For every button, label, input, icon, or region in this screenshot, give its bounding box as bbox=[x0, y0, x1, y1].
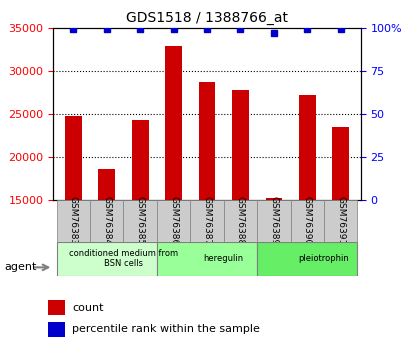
Text: GSM76391: GSM76391 bbox=[335, 196, 344, 245]
Bar bbox=[231, 90, 248, 200]
FancyBboxPatch shape bbox=[157, 200, 190, 242]
Text: percentile rank within the sample: percentile rank within the sample bbox=[72, 325, 260, 334]
Bar bbox=[298, 95, 315, 200]
Text: GSM76389: GSM76389 bbox=[269, 196, 278, 245]
FancyBboxPatch shape bbox=[56, 200, 90, 242]
Text: GSM76384: GSM76384 bbox=[102, 196, 111, 245]
Text: GSM76387: GSM76387 bbox=[202, 196, 211, 245]
FancyBboxPatch shape bbox=[323, 200, 357, 242]
Bar bbox=[48, 300, 65, 315]
FancyBboxPatch shape bbox=[90, 200, 123, 242]
Bar bbox=[265, 197, 281, 200]
FancyBboxPatch shape bbox=[256, 200, 290, 242]
Text: agent: agent bbox=[4, 263, 36, 272]
FancyBboxPatch shape bbox=[223, 200, 256, 242]
FancyBboxPatch shape bbox=[56, 241, 157, 276]
Text: pleiotrophin: pleiotrophin bbox=[298, 254, 348, 263]
FancyBboxPatch shape bbox=[290, 200, 323, 242]
Bar bbox=[198, 82, 215, 200]
Text: GSM76386: GSM76386 bbox=[169, 196, 178, 245]
Bar bbox=[165, 46, 182, 200]
Text: conditioned medium from
BSN cells: conditioned medium from BSN cells bbox=[69, 249, 178, 268]
Text: GSM76390: GSM76390 bbox=[302, 196, 311, 245]
Title: GDS1518 / 1388766_at: GDS1518 / 1388766_at bbox=[126, 11, 288, 25]
Bar bbox=[48, 322, 65, 337]
Text: heregulin: heregulin bbox=[203, 254, 243, 263]
Bar bbox=[65, 117, 81, 200]
Text: GSM76388: GSM76388 bbox=[236, 196, 244, 245]
Text: GSM76383: GSM76383 bbox=[69, 196, 78, 245]
Text: GSM76385: GSM76385 bbox=[135, 196, 144, 245]
Text: count: count bbox=[72, 303, 103, 313]
Bar bbox=[98, 169, 115, 200]
Bar bbox=[332, 127, 348, 200]
FancyBboxPatch shape bbox=[256, 241, 357, 276]
FancyBboxPatch shape bbox=[157, 241, 256, 276]
Bar bbox=[132, 120, 148, 200]
FancyBboxPatch shape bbox=[190, 200, 223, 242]
FancyBboxPatch shape bbox=[123, 200, 157, 242]
